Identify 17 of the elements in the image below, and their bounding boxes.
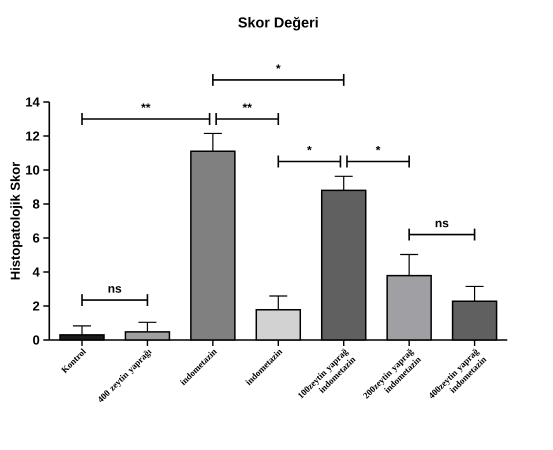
y-tick-label: 0 — [33, 335, 40, 345]
y-tick-label: 12 — [26, 131, 40, 141]
y-tick-label: 6 — [32, 233, 40, 243]
y-axis-title: Histopatolojik Skor — [10, 162, 22, 280]
y-tick-label: 4 — [32, 268, 40, 276]
y-tick-label: 10 — [26, 165, 40, 175]
annotation: ** — [141, 103, 150, 108]
y-tick-label: 2 — [32, 301, 40, 311]
y-tick-label: 14 — [26, 98, 40, 106]
annotation: ** — [242, 103, 252, 108]
annotation: * — [307, 146, 312, 150]
text: * — [276, 64, 281, 69]
y-tick-label: 8 — [32, 199, 40, 209]
annotation: ns — [436, 220, 448, 228]
annotation: * — [376, 146, 380, 150]
annotation: ns — [108, 286, 122, 293]
chart-title: Skor Değeri — [238, 16, 318, 30]
